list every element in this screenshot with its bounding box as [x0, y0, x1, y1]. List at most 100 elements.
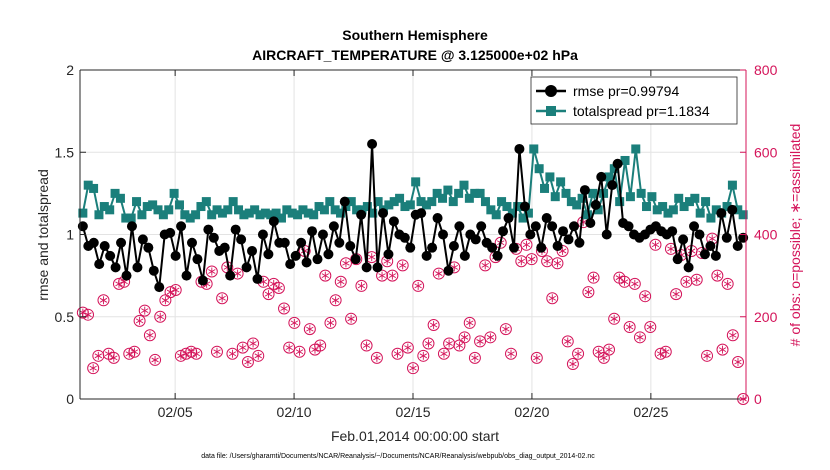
- obs-possible-point: [319, 269, 332, 282]
- obs-assimilated-point: [610, 314, 618, 323]
- asterisk-stroke: [517, 258, 526, 264]
- asterisk-stroke: [270, 281, 278, 287]
- obs-possible-point: [407, 362, 419, 375]
- x-tick-label: 02/15: [395, 404, 430, 420]
- asterisk-stroke: [734, 359, 742, 365]
- obs-assimilated-point: [486, 333, 495, 342]
- asterisk-stroke: [280, 306, 288, 311]
- rmse-point: [525, 229, 536, 240]
- obs-possible-point: [484, 331, 497, 344]
- rmse-point: [143, 242, 154, 253]
- totalspread-point: [185, 213, 195, 223]
- obs-possible-point: [479, 259, 492, 272]
- rmse-point: [585, 217, 596, 228]
- obs-assimilated-point: [548, 294, 556, 303]
- obs-possible-point: [314, 339, 327, 352]
- rmse-point: [678, 234, 689, 245]
- asterisk-stroke: [373, 355, 381, 361]
- rmse-point: [94, 259, 105, 270]
- obs-assimilated-point: [466, 318, 474, 327]
- y-right-tick-label: 800: [754, 62, 778, 78]
- totalspread-point: [201, 197, 211, 207]
- asterisk-stroke: [723, 281, 732, 287]
- obs-possible-point: [334, 275, 347, 288]
- asterisk-stroke: [141, 308, 149, 313]
- totalspread-point: [636, 188, 646, 198]
- asterisk-stroke: [331, 297, 340, 303]
- obs-assimilated-point: [527, 255, 536, 264]
- asterisk-stroke: [533, 355, 541, 361]
- asterisk-stroke: [564, 339, 572, 344]
- asterisk-stroke: [357, 283, 366, 289]
- obs-possible-point: [422, 337, 435, 350]
- obs-assimilated-point: [522, 240, 531, 249]
- totalspread-point: [330, 205, 340, 215]
- asterisk-stroke: [553, 260, 562, 266]
- obs-assimilated-point: [172, 286, 180, 295]
- totalspread-point: [309, 210, 319, 220]
- obs-possible-point: [360, 339, 373, 352]
- rmse-point: [476, 221, 487, 232]
- asterisk-stroke: [641, 293, 649, 299]
- asterisk-stroke: [466, 320, 474, 326]
- asterisk-stroke: [84, 312, 92, 318]
- obs-possible-point: [370, 351, 383, 364]
- asterisk-stroke: [135, 318, 144, 324]
- obs-assimilated-point: [218, 294, 226, 303]
- obs-possible-point: [530, 351, 543, 364]
- obs-assimilated-point: [404, 343, 412, 352]
- asterisk-stroke: [656, 351, 665, 357]
- x-tick-label: 02/05: [158, 404, 193, 420]
- obs-assimilated-point: [646, 323, 654, 332]
- obs-assimilated-point: [708, 234, 716, 243]
- totalspread-point: [132, 197, 142, 207]
- obs-possible-point: [97, 294, 110, 307]
- obs-possible-point: [427, 318, 440, 331]
- obs-assimilated-point: [166, 288, 175, 297]
- obs-possible-point: [463, 316, 476, 329]
- asterisk-stroke: [486, 334, 495, 340]
- totalspread-point: [572, 200, 582, 210]
- rmse-point: [148, 265, 159, 276]
- asterisk-stroke: [455, 343, 464, 348]
- totalspread-point: [255, 210, 265, 220]
- totalspread-point: [411, 177, 421, 187]
- obs-assimilated-point: [713, 271, 722, 280]
- asterisk-stroke: [527, 256, 536, 262]
- totalspread-point: [105, 205, 115, 215]
- rmse-point: [312, 254, 323, 265]
- y-right-tick-label: 0: [754, 391, 762, 407]
- totalspread-point: [566, 197, 576, 207]
- totalspread-point: [738, 210, 748, 220]
- rmse-point: [186, 237, 197, 248]
- obs-possible-point: [572, 347, 585, 360]
- obs-assimilated-point: [662, 347, 670, 356]
- totalspread-point: [244, 208, 254, 218]
- obs-assimilated-point: [656, 349, 665, 358]
- totalspread-point: [727, 180, 737, 190]
- obs-assimilated-point: [306, 325, 314, 334]
- legend-spread-label: totalspread pr=1.1834: [573, 103, 710, 119]
- totalspread-point: [352, 205, 362, 215]
- obs-assimilated-point: [693, 275, 701, 284]
- obs-possible-point: [283, 341, 296, 354]
- rmse-point: [377, 208, 388, 219]
- obs-possible-point: [143, 329, 156, 342]
- totalspread-point: [400, 202, 410, 212]
- obs-assimilated-point: [517, 257, 526, 266]
- rmse-point: [399, 232, 410, 243]
- asterisk-stroke: [693, 277, 701, 283]
- rmse-point: [547, 221, 558, 232]
- asterisk-stroke: [290, 320, 299, 326]
- obs-assimilated-point: [651, 240, 660, 249]
- obs-assimilated-point: [455, 341, 464, 350]
- totalspread-point: [711, 205, 721, 215]
- rmse-point: [257, 229, 268, 240]
- asterisk-stroke: [388, 273, 397, 279]
- obs-assimilated-point: [424, 339, 433, 348]
- rmse-point: [689, 221, 700, 232]
- totalspread-point: [690, 193, 700, 203]
- obs-possible-point: [633, 331, 646, 344]
- asterisk-stroke: [414, 283, 422, 289]
- obs-possible-point: [324, 316, 337, 329]
